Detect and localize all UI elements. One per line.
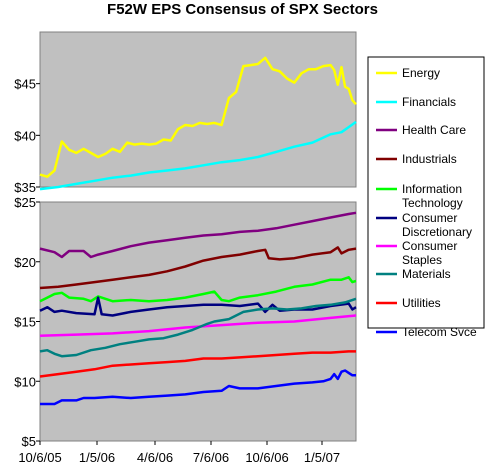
legend-label: Utilities (402, 296, 441, 310)
x-tick-label: 1/5/06 (79, 450, 115, 465)
series-line-utilities (39, 350, 356, 378)
series-line-industrials (39, 246, 357, 290)
x-tick-label: 10/6/05 (18, 450, 61, 465)
series-line-health-care (39, 211, 357, 259)
series-line-financials (39, 120, 357, 191)
top-plot-area (39, 31, 357, 188)
top-y-tick-label: $40 (14, 128, 36, 143)
top-y-tick-label: $45 (14, 77, 36, 92)
series-line-energy (39, 56, 357, 178)
legend-label: Consumer Staples (402, 239, 457, 267)
x-tick-label: 1/5/07 (304, 450, 340, 465)
legend-label: Telecom Svce (402, 325, 477, 339)
bottom-y-tick-label: $10 (14, 374, 36, 389)
top-y-tick-label: $35 (14, 180, 36, 195)
x-tick-label: 4/6/06 (137, 450, 173, 465)
legend-label: Health Care (402, 123, 466, 137)
legend-label: Information Technology (402, 182, 463, 210)
bottom-y-tick-label: $20 (14, 255, 36, 270)
legend-label: Industrials (402, 152, 457, 166)
x-tick-label: 10/6/06 (245, 450, 288, 465)
series-line-consumer-discretionary (39, 296, 357, 317)
bottom-plot-area (39, 201, 357, 442)
legend-label: Consumer Discretionary (402, 211, 472, 239)
legend-label: Energy (402, 66, 440, 80)
series-line-materials (39, 297, 357, 358)
legend-label: Financials (402, 95, 456, 109)
bottom-y-tick-label: $25 (14, 195, 36, 210)
bottom-y-tick-label: $5 (22, 434, 36, 449)
series-line-information-technology (39, 276, 357, 303)
legend-label: Materials (402, 267, 451, 281)
x-tick-label: 7/6/06 (193, 450, 229, 465)
chart-title: F52W EPS Consensus of SPX Sectors (107, 1, 378, 18)
series-line-telecom-svce (40, 369, 356, 406)
bottom-y-tick-label: $15 (14, 315, 36, 330)
